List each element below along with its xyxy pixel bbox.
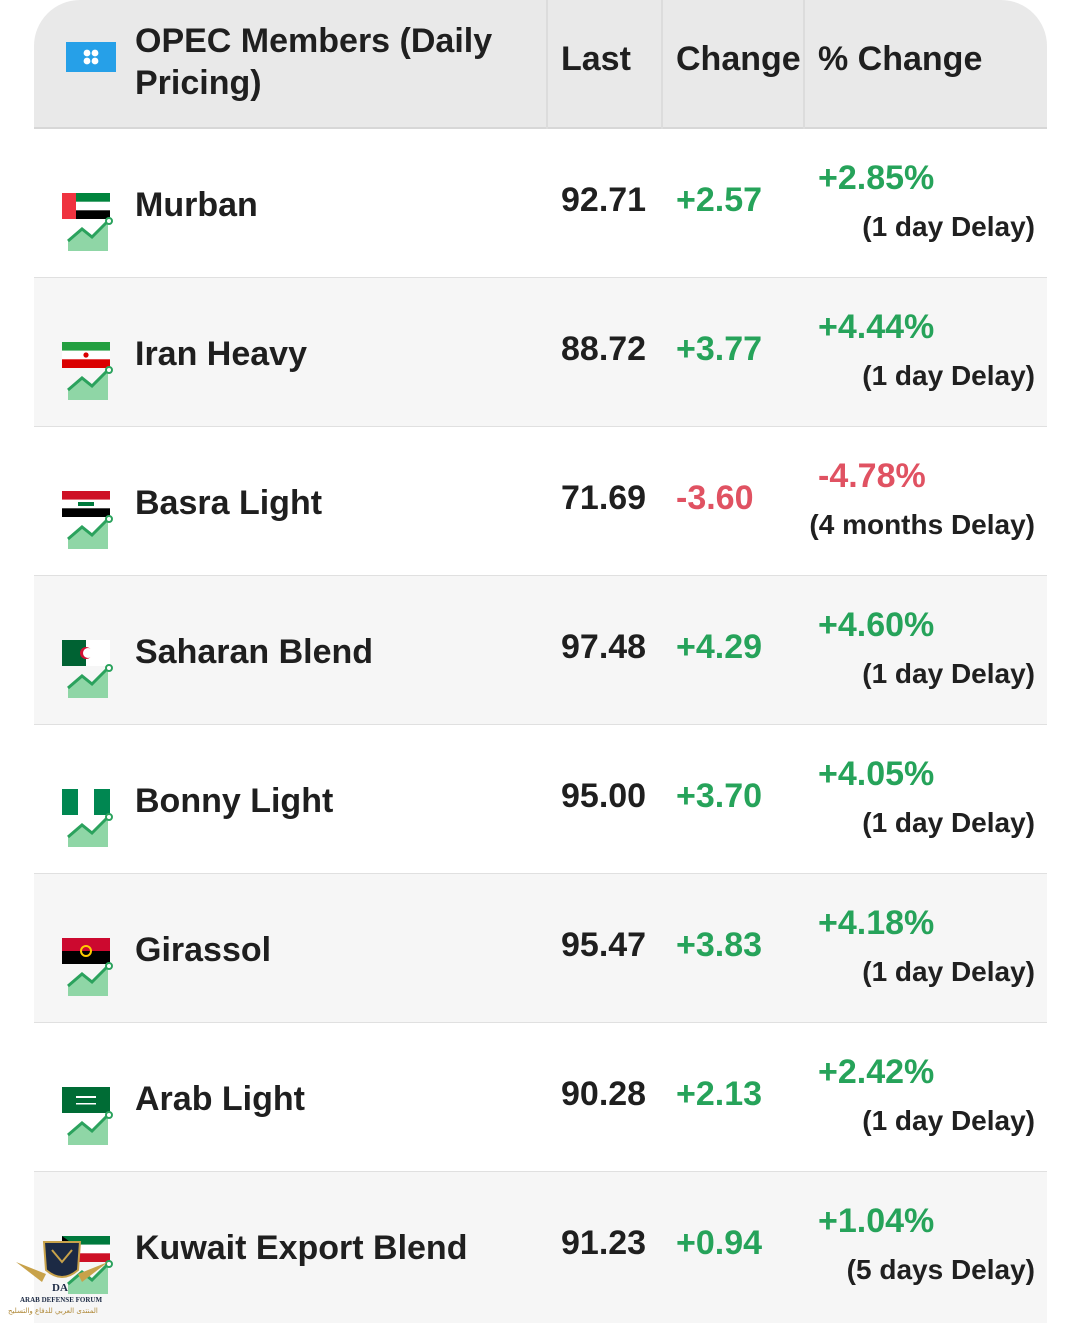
trend-up-icon bbox=[64, 366, 114, 402]
delay-note: (1 day Delay) bbox=[862, 658, 1035, 689]
percent-change: +4.05% bbox=[818, 755, 935, 793]
angola-flag-icon bbox=[62, 938, 110, 964]
saudi-flag-icon bbox=[62, 1087, 110, 1113]
arab-defense-forum-watermark: DA ARAB DEFENSE FORUM المنتدى العربي للد… bbox=[6, 1232, 118, 1320]
percent-change: +4.60% bbox=[818, 606, 935, 644]
iraq-flag-icon bbox=[62, 491, 110, 517]
price-change: +0.94 bbox=[676, 1224, 763, 1262]
trend-up-icon bbox=[64, 664, 114, 700]
blend-name[interactable]: Iran Heavy bbox=[135, 335, 307, 373]
last-price: 95.00 bbox=[561, 777, 647, 815]
delay-note: (1 day Delay) bbox=[862, 956, 1035, 987]
uae-flag-icon bbox=[62, 193, 110, 219]
table-row[interactable]: Saharan Blend 97.48 +4.29 +4.60% (1 day … bbox=[34, 576, 1047, 726]
table-row[interactable]: Kuwait Export Blend 91.23 +0.94 +1.04% (… bbox=[34, 1172, 1047, 1323]
price-change: +3.70 bbox=[676, 777, 763, 815]
trend-up-icon bbox=[64, 813, 114, 849]
blend-name[interactable]: Basra Light bbox=[135, 484, 323, 522]
trend-up-icon bbox=[64, 1111, 114, 1147]
last-price: 97.48 bbox=[561, 628, 647, 666]
percent-change: +4.18% bbox=[818, 904, 935, 942]
percent-change: -4.78% bbox=[818, 457, 926, 495]
percent-change: +1.04% bbox=[818, 1202, 935, 1240]
last-price: 95.47 bbox=[561, 926, 647, 964]
table-title: OPEC Members (Daily Pricing) bbox=[135, 22, 493, 102]
watermark-arabic: المنتدى العربي للدفاع والتسليح bbox=[8, 1307, 98, 1315]
table-header: OPEC Members (Daily Pricing) Last Change… bbox=[34, 0, 1047, 129]
column-header-change[interactable]: Change bbox=[676, 40, 801, 78]
delay-note: (5 days Delay) bbox=[846, 1254, 1035, 1285]
price-change: +3.83 bbox=[676, 926, 763, 964]
percent-change: +4.44% bbox=[818, 308, 935, 346]
table-row[interactable]: Arab Light 90.28 +2.13 +2.42% (1 day Del… bbox=[34, 1023, 1047, 1173]
delay-note: (1 day Delay) bbox=[862, 1105, 1035, 1136]
delay-note: (1 day Delay) bbox=[862, 360, 1035, 391]
price-change: +2.57 bbox=[676, 181, 763, 219]
blend-name[interactable]: Murban bbox=[135, 186, 258, 224]
last-price: 88.72 bbox=[561, 330, 647, 368]
table-row[interactable]: Iran Heavy 88.72 +3.77 +4.44% (1 day Del… bbox=[34, 278, 1047, 428]
last-price: 90.28 bbox=[561, 1075, 647, 1113]
delay-note: (1 day Delay) bbox=[862, 807, 1035, 838]
percent-change: +2.42% bbox=[818, 1053, 935, 1091]
price-change: +4.29 bbox=[676, 628, 763, 666]
trend-up-icon bbox=[64, 962, 114, 998]
blend-name[interactable]: Saharan Blend bbox=[135, 633, 374, 671]
delay-note: (4 months Delay) bbox=[809, 509, 1035, 540]
last-price: 91.23 bbox=[561, 1224, 647, 1262]
price-change: -3.60 bbox=[676, 479, 754, 517]
last-price: 71.69 bbox=[561, 479, 647, 517]
price-change: +2.13 bbox=[676, 1075, 763, 1113]
table-row[interactable]: Murban 92.71 +2.57 +2.85% (1 day Delay) bbox=[34, 129, 1047, 279]
column-header-pct-change[interactable]: % Change bbox=[818, 40, 983, 78]
table-row[interactable]: Bonny Light 95.00 +3.70 +4.05% (1 day De… bbox=[34, 725, 1047, 875]
table-row[interactable]: Basra Light 71.69 -3.60 -4.78% (4 months… bbox=[34, 427, 1047, 577]
percent-change: +2.85% bbox=[818, 159, 935, 197]
last-price: 92.71 bbox=[561, 181, 647, 219]
column-header-last[interactable]: Last bbox=[561, 40, 631, 78]
blend-name[interactable]: Arab Light bbox=[135, 1080, 305, 1118]
trend-up-icon bbox=[64, 217, 114, 253]
nigeria-flag-icon bbox=[62, 789, 110, 815]
iran-flag-icon bbox=[62, 342, 110, 368]
blend-name[interactable]: Bonny Light bbox=[135, 782, 334, 820]
table-row[interactable]: Girassol 95.47 +3.83 +4.18% (1 day Delay… bbox=[34, 874, 1047, 1024]
blend-name[interactable]: Girassol bbox=[135, 931, 272, 969]
trend-up-icon bbox=[64, 515, 114, 551]
watermark-abbr: DA bbox=[52, 1282, 68, 1294]
algeria-flag-icon bbox=[62, 640, 110, 666]
opec-price-table: OPEC Members (Daily Pricing) Last Change… bbox=[34, 0, 1047, 1323]
delay-note: (1 day Delay) bbox=[862, 211, 1035, 242]
watermark-name: ARAB DEFENSE FORUM bbox=[20, 1296, 103, 1304]
watermark-shield-icon bbox=[16, 1241, 108, 1282]
opec-logo-icon bbox=[66, 42, 116, 72]
blend-name[interactable]: Kuwait Export Blend bbox=[135, 1229, 468, 1267]
price-change: +3.77 bbox=[676, 330, 763, 368]
